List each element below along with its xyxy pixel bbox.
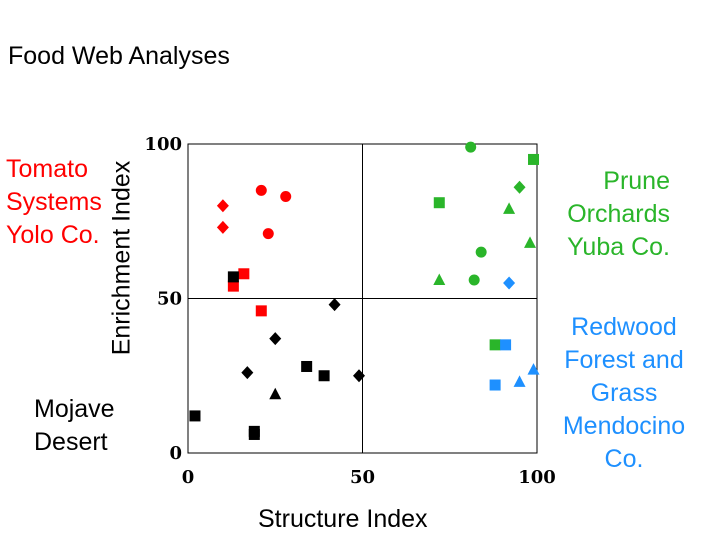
redwood-point: [527, 363, 540, 375]
redwood-line-4: Mendocino: [562, 412, 686, 440]
prune-line-3: Yuba Co.: [567, 233, 670, 261]
redwood-line-1: Redwood: [571, 313, 677, 341]
redwood-point: [500, 339, 512, 351]
tomato-systems-label: Tomato Systems Yolo Co.: [6, 153, 102, 252]
mojave-point: [241, 366, 254, 380]
tomato-line-3: Yolo Co.: [6, 221, 100, 249]
mojave-point: [353, 369, 366, 383]
mojave-desert-label: Mojave Desert: [34, 393, 115, 459]
redwood-point: [513, 375, 526, 387]
prune-point: [489, 339, 501, 351]
redwood-point: [489, 379, 501, 391]
prune-line-1: Prune: [603, 167, 670, 195]
prune-point: [465, 141, 477, 153]
x-tick-label: 50: [350, 467, 375, 488]
mojave-point: [248, 428, 260, 440]
prune-orchards-label: Prune Orchards Yuba Co.: [567, 165, 670, 264]
tomato-point: [255, 305, 267, 317]
y-tick-label: 100: [144, 134, 182, 155]
x-tick-label: 0: [182, 467, 195, 488]
redwood-point: [503, 276, 516, 290]
mojave-point: [318, 370, 330, 382]
tomato-point: [216, 220, 229, 234]
x-tick-label: 100: [518, 467, 556, 488]
prune-point: [433, 273, 446, 285]
mojave-line-1: Mojave: [34, 395, 115, 423]
prune-point: [468, 274, 480, 286]
prune-point: [513, 180, 526, 194]
x-axis-label: Structure Index: [258, 505, 428, 533]
mojave-point: [189, 410, 201, 422]
mojave-point: [328, 298, 341, 312]
mojave-line-2: Desert: [34, 428, 108, 456]
prune-point: [475, 246, 487, 258]
tomato-point: [280, 191, 292, 203]
tomato-point: [216, 199, 229, 213]
tomato-line-2: Systems: [6, 188, 102, 216]
tomato-point: [227, 280, 239, 292]
prune-point: [433, 197, 445, 209]
redwood-line-5: Co.: [604, 445, 644, 473]
redwood-line-2: Forest and: [564, 346, 684, 374]
mojave-point: [227, 271, 239, 283]
tomato-point: [238, 268, 250, 280]
y-tick-label: 0: [169, 443, 182, 464]
page-title: Food Web Analyses: [8, 42, 230, 70]
prune-point: [528, 153, 540, 165]
redwood-forest-label: Redwood Forest and Grass Mendocino Co.: [550, 311, 698, 476]
tomato-point: [262, 228, 274, 240]
prune-point: [503, 202, 516, 214]
prune-point: [524, 236, 537, 248]
mojave-point: [269, 387, 282, 400]
tomato-point: [255, 184, 267, 196]
y-tick-label: 50: [157, 289, 182, 310]
prune-line-2: Orchards: [567, 200, 670, 228]
tomato-line-1: Tomato: [6, 155, 88, 183]
redwood-line-3: Grass: [590, 379, 658, 407]
mojave-point: [269, 332, 282, 346]
mojave-point: [301, 360, 313, 372]
